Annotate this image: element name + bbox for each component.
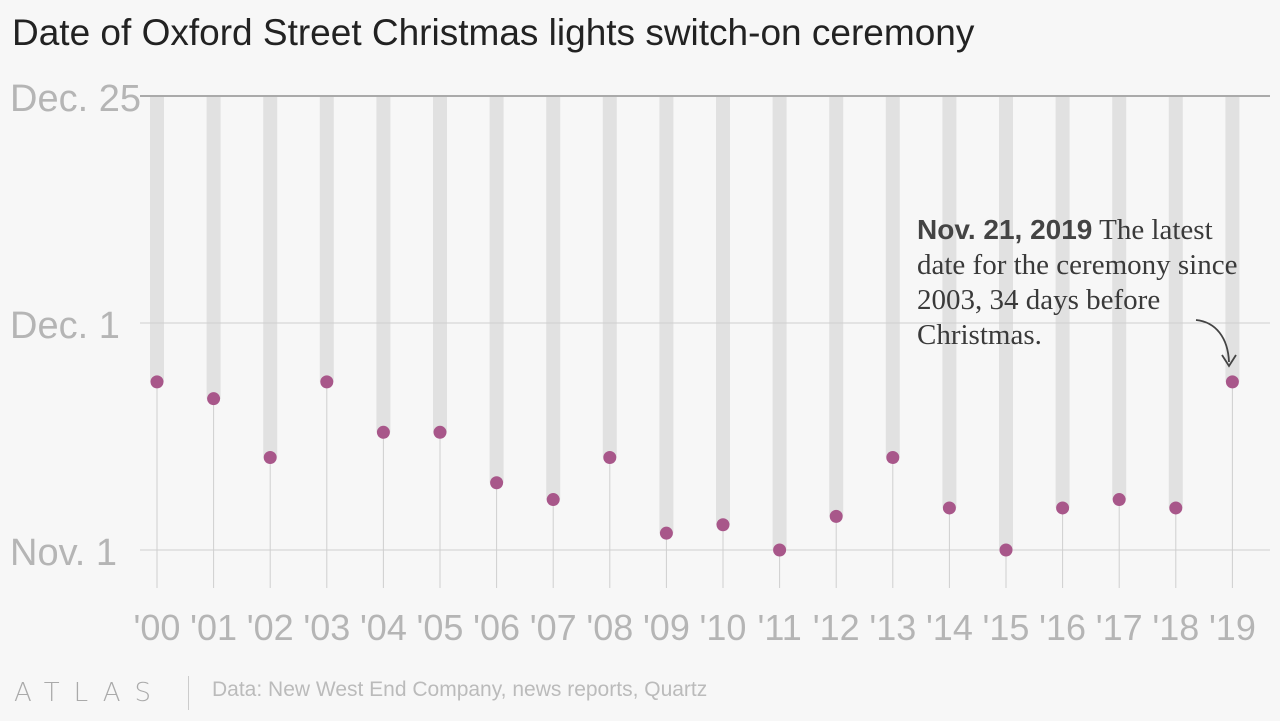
x-tick-label: '10 <box>700 607 747 648</box>
x-tick-label: '13 <box>869 607 916 648</box>
data-point <box>150 375 164 389</box>
x-tick-label: '03 <box>303 607 350 648</box>
x-tick-label: '12 <box>813 607 860 648</box>
range-bar <box>885 96 900 458</box>
bar-group <box>150 96 1240 550</box>
data-point <box>659 526 673 540</box>
data-point <box>829 509 843 523</box>
x-tick-label: '18 <box>1152 607 1199 648</box>
data-point <box>1225 375 1239 389</box>
x-tick-label: '19 <box>1209 607 1256 648</box>
range-bar <box>1168 96 1183 508</box>
data-point <box>886 451 900 465</box>
annotation-arrow-head <box>1221 354 1237 368</box>
atlas-logo: ATLAS <box>14 678 166 708</box>
source-note: Data: New West End Company, news reports… <box>212 678 708 701</box>
footer-divider <box>188 676 189 710</box>
range-bar <box>1225 96 1240 382</box>
footer: ATLAS Data: New West End Company, news r… <box>0 672 1280 712</box>
range-bar <box>263 96 278 458</box>
range-bar <box>716 96 730 525</box>
data-point <box>1169 501 1183 515</box>
range-bar <box>942 96 957 508</box>
grid-lines <box>140 95 1270 551</box>
data-point <box>433 425 447 439</box>
range-bar <box>489 96 504 483</box>
y-tick-labels: Nov. 1 Dec. 1 Dec. 25 <box>10 78 141 574</box>
range-bar <box>150 96 164 382</box>
data-point <box>999 543 1013 557</box>
data-point <box>1056 501 1070 515</box>
x-tick-labels: '00'01'02'03'04'05'06'07'08'09'10'11'12 '… <box>134 607 1256 648</box>
annotation-date: Nov. 21, 2019 <box>917 214 1093 245</box>
x-tick-label: '09 <box>643 607 690 648</box>
data-point <box>207 392 221 406</box>
x-tick-label: '00 <box>134 607 181 648</box>
chart-title: Date of Oxford Street Christmas lights s… <box>12 12 975 53</box>
data-point <box>263 451 277 465</box>
data-point <box>1112 493 1126 507</box>
annotation: Nov. 21, 2019 The latest date for the ce… <box>917 212 1267 353</box>
data-point <box>546 493 560 507</box>
x-tick-label: '07 <box>530 607 577 648</box>
x-tick-label: '15 <box>983 607 1030 648</box>
x-tick-label: '01 <box>190 607 237 648</box>
y-tick-label: Dec. 25 <box>10 78 141 120</box>
range-bar <box>1055 96 1070 508</box>
x-tick-label: '06 <box>473 607 520 648</box>
range-bar <box>546 96 561 500</box>
range-bar <box>829 96 844 517</box>
range-bar <box>319 96 334 382</box>
y-tick-label: Nov. 1 <box>10 532 117 574</box>
x-tick-label: '16 <box>1039 607 1086 648</box>
dot-group <box>150 375 1239 557</box>
x-tick-label: '02 <box>247 607 294 648</box>
range-bar <box>206 96 221 399</box>
annotation-arrow <box>1195 319 1230 363</box>
range-bar <box>1112 96 1127 500</box>
x-tick-label: '08 <box>586 607 633 648</box>
y-tick-label: Dec. 1 <box>10 305 120 347</box>
x-tick-label: '17 <box>1096 607 1143 648</box>
x-tick-label: '11 <box>757 607 801 648</box>
annotation-text: The latest date for the ceremony since 2… <box>917 214 1238 351</box>
data-point <box>490 476 504 490</box>
x-tick-label: '05 <box>417 607 464 648</box>
range-bar <box>602 96 617 458</box>
data-point <box>773 543 787 557</box>
x-tick-label: '04 <box>360 607 407 648</box>
range-bar <box>659 96 674 534</box>
data-point <box>716 518 730 532</box>
stem-group <box>156 381 1233 588</box>
x-tick-label: '14 <box>926 607 973 648</box>
data-point <box>376 425 390 439</box>
range-bar <box>433 96 447 433</box>
data-point <box>320 375 334 389</box>
range-bar <box>376 96 391 433</box>
data-point <box>942 501 956 515</box>
data-point <box>603 451 617 465</box>
